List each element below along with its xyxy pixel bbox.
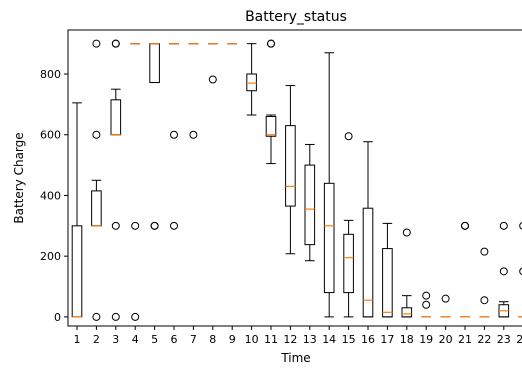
flier-point — [92, 312, 101, 321]
x-tick-label: 10 — [245, 333, 259, 346]
flier-point — [422, 291, 431, 300]
flier-point — [170, 130, 178, 139]
flier-point — [480, 247, 489, 256]
flier-point — [267, 39, 275, 48]
box-group-12 — [285, 85, 296, 255]
flier-point — [499, 267, 508, 276]
box-group-19 — [421, 291, 431, 318]
x-tick-label: 17 — [380, 333, 394, 346]
flier-point — [111, 312, 120, 321]
box-iqr — [246, 73, 257, 92]
x-tick-label: 19 — [419, 333, 433, 346]
x-tick-label: 12 — [283, 333, 297, 346]
box-group-10 — [246, 43, 257, 116]
flier-point — [422, 300, 431, 309]
box-group-23 — [498, 221, 510, 318]
x-tick-label: 24 — [516, 333, 522, 346]
x-tick-label: 9 — [229, 333, 236, 346]
box-group-15 — [343, 132, 354, 318]
box-group-18 — [401, 228, 413, 318]
x-tick-label: 22 — [477, 333, 491, 346]
axes-frame — [67, 29, 522, 327]
box-group-11 — [265, 39, 277, 165]
box-iqr — [285, 125, 296, 207]
flier-point — [111, 221, 120, 230]
x-tick-label: 18 — [400, 333, 414, 346]
x-tick-label: 8 — [209, 333, 216, 346]
box-group-13 — [304, 143, 316, 262]
box-iqr — [304, 164, 316, 246]
box-iqr — [110, 99, 122, 136]
box-group-4 — [130, 43, 140, 321]
box-group-20 — [440, 294, 451, 318]
flier-point — [519, 222, 522, 230]
box-group-16 — [362, 141, 374, 318]
y-tick-label: 400 — [40, 189, 61, 202]
x-tick-label: 20 — [439, 333, 453, 346]
x-tick-label: 15 — [342, 333, 356, 346]
y-axis: 0 200 400 600 800 — [40, 68, 68, 324]
x-tick-label: 6 — [171, 333, 178, 346]
y-tick-label: 200 — [40, 250, 61, 263]
box-iqr — [91, 190, 102, 227]
box-iqr — [323, 182, 335, 294]
y-tick-label: 600 — [40, 129, 61, 142]
x-tick-label: 23 — [497, 333, 511, 346]
box-group-3 — [110, 39, 122, 321]
box-iqr — [149, 43, 160, 84]
x-axis: 123456789101112131415161718192021222324 — [74, 326, 522, 346]
box-iqr — [401, 307, 413, 318]
x-tick-label: 4 — [132, 333, 139, 346]
y-tick-label: 800 — [40, 68, 61, 81]
plot-area — [71, 39, 522, 321]
flier-point — [402, 228, 411, 237]
flier-point — [461, 221, 469, 230]
flier-point — [92, 39, 101, 48]
box-group-7 — [188, 43, 199, 139]
box-iqr — [71, 225, 83, 318]
box-group-8 — [208, 43, 218, 84]
box-group-14 — [323, 52, 335, 318]
chart-title: Battery_status — [245, 9, 347, 25]
x-tick-label: 14 — [322, 333, 336, 346]
x-tick-label: 7 — [190, 333, 197, 346]
flier-point — [499, 221, 508, 230]
box-group-1 — [71, 102, 83, 318]
x-tick-label: 11 — [264, 333, 278, 346]
box-group-21 — [460, 221, 470, 318]
x-tick-label: 13 — [303, 333, 317, 346]
box-group-22 — [479, 247, 490, 318]
flier-point — [208, 75, 217, 84]
y-tick-label: 0 — [54, 311, 61, 324]
x-tick-label: 3 — [112, 333, 119, 346]
x-tick-label: 2 — [93, 333, 100, 346]
box-iqr — [265, 116, 277, 137]
flier-point — [150, 221, 159, 230]
flier-point — [131, 312, 140, 321]
flier-point — [480, 296, 489, 305]
box-iqr — [343, 233, 354, 294]
x-tick-label: 21 — [458, 333, 472, 346]
flier-point — [189, 130, 198, 139]
box-group-24 — [518, 222, 522, 318]
flier-point — [170, 221, 178, 230]
x-tick-label: 5 — [151, 333, 158, 346]
flier-point — [519, 267, 522, 276]
box-group-2 — [91, 39, 102, 321]
x-tick-label: 1 — [74, 333, 81, 346]
flier-point — [344, 132, 353, 141]
flier-point — [111, 39, 120, 48]
box-iqr — [382, 248, 393, 318]
y-axis-title: Battery Charge — [12, 132, 26, 223]
box-group-6 — [169, 43, 179, 230]
flier-point — [92, 130, 101, 139]
flier-point — [441, 294, 450, 303]
box-group-5 — [149, 43, 160, 230]
x-tick-label: 16 — [361, 333, 375, 346]
flier-point — [131, 221, 140, 230]
x-axis-title: Time — [280, 351, 310, 365]
box-group-17 — [382, 222, 393, 318]
box-iqr — [362, 207, 374, 318]
